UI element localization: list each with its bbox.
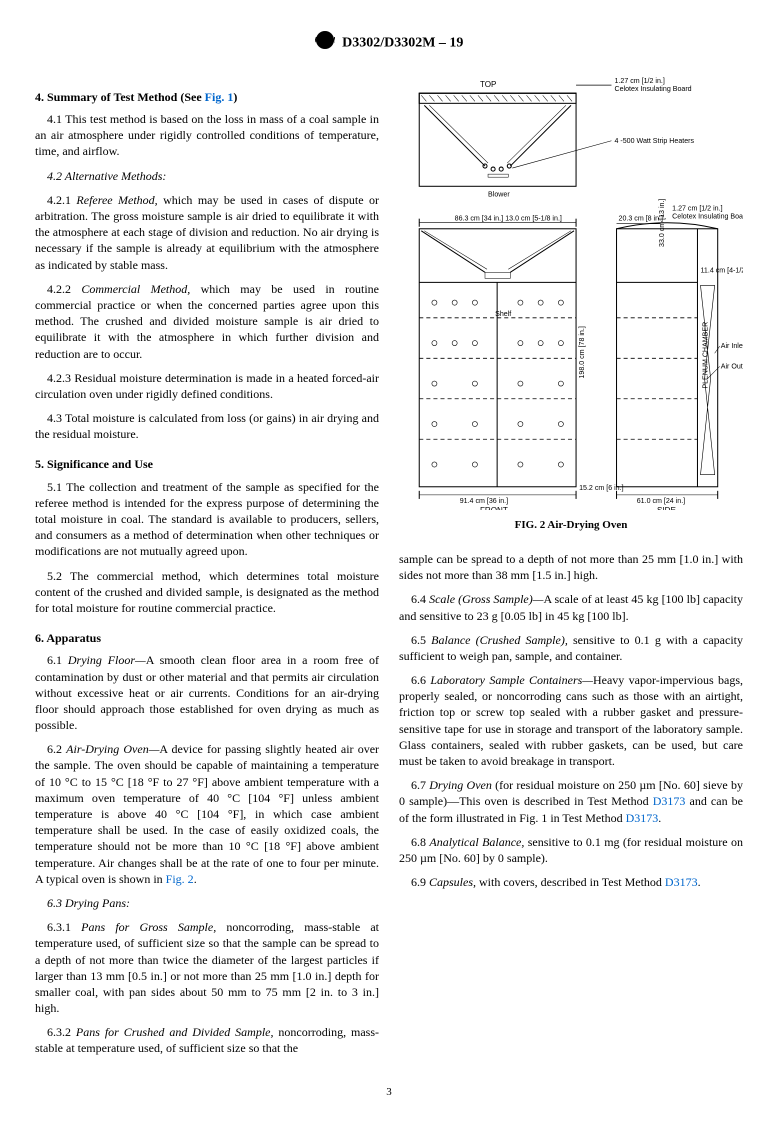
p631: 6.3.1 Pans for Gross Sample, noncorrodin… <box>35 919 379 1016</box>
p52: 5.2 The commercial method, which determi… <box>35 568 379 617</box>
p64: 6.4 Scale (Gross Sample)—A scale of at l… <box>399 591 743 623</box>
fig2-link[interactable]: Fig. 2 <box>166 872 194 886</box>
p51: 5.1 The collection and treatment of the … <box>35 479 379 560</box>
svg-text:FRONT: FRONT <box>480 506 508 510</box>
sec5-title: 5. Significance and Use <box>35 456 379 472</box>
svg-text:SIDE: SIDE <box>657 506 676 510</box>
p69: 6.9 Capsules, with covers, described in … <box>399 874 743 890</box>
svg-text:TOP: TOP <box>480 80 496 89</box>
fig2-caption: FIG. 2 Air-Drying Oven <box>399 518 743 533</box>
d3173-link-2[interactable]: D3173 <box>626 811 659 825</box>
p66: 6.6 Laboratory Sample Containers—Heavy v… <box>399 672 743 769</box>
p421: 4.2.1 Referee Method, which may be used … <box>35 192 379 273</box>
p632a: 6.3.2 Pans for Crushed and Divided Sampl… <box>35 1024 379 1056</box>
page-number: 3 <box>35 1085 743 1100</box>
left-column: 4. Summary of Test Method (See Fig. 1) 4… <box>35 75 379 1065</box>
p67: 6.7 Drying Oven (for residual moisture o… <box>399 777 743 826</box>
p422: 4.2.2 Commercial Method, which may be us… <box>35 281 379 362</box>
p65: 6.5 Balance (Crushed Sample), sensitive … <box>399 632 743 664</box>
svg-text:13.0 cm [5-1/8 in.]: 13.0 cm [5-1/8 in.] <box>505 215 562 223</box>
designation: D3302/D3302M – 19 <box>342 36 463 51</box>
svg-text:ASTM: ASTM <box>315 36 335 45</box>
svg-text:86.3 cm [34 in.]: 86.3 cm [34 in.] <box>455 215 503 223</box>
astm-logo: ASTM <box>315 30 335 57</box>
p42head: 4.2 Alternative Methods: <box>35 168 379 184</box>
figure-2: TOP 1.27 cm [1/2 in.] Celotex Insulating… <box>399 75 743 533</box>
sec6-title: 6. Apparatus <box>35 630 379 646</box>
svg-text:Celotex Insulating Board Attac: Celotex Insulating Board Attached <box>672 213 743 221</box>
p632b: sample can be spread to a depth of not m… <box>399 551 743 583</box>
svg-text:4 -500 Watt Strip Heaters: 4 -500 Watt Strip Heaters <box>615 137 695 145</box>
svg-text:Air Inlet Holes: Air Inlet Holes <box>721 342 743 350</box>
fig1-link[interactable]: Fig. 1 <box>205 90 234 104</box>
svg-text:61.0 cm [24 in.]: 61.0 cm [24 in.] <box>637 497 685 505</box>
svg-text:11.4 cm [4-1/2 in.]: 11.4 cm [4-1/2 in.] <box>701 266 743 274</box>
sec4-title: 4. Summary of Test Method (See Fig. 1) <box>35 89 379 105</box>
p62: 6.2 Air-Drying Oven—A device for passing… <box>35 741 379 887</box>
p63head: 6.3 Drying Pans: <box>35 895 379 911</box>
svg-text:20.3 cm [8 in.]: 20.3 cm [8 in.] <box>619 215 663 223</box>
oven-diagram: TOP 1.27 cm [1/2 in.] Celotex Insulating… <box>399 75 743 510</box>
p41: 4.1 This test method is based on the los… <box>35 111 379 160</box>
svg-text:Shelf: Shelf <box>495 310 511 318</box>
svg-text:Celotex Insulating Board: Celotex Insulating Board <box>615 85 692 93</box>
d3173-link-1[interactable]: D3173 <box>653 794 686 808</box>
svg-text:Blower: Blower <box>488 190 510 198</box>
svg-text:33.0 cm [13 in.]: 33.0 cm [13 in.] <box>658 198 666 246</box>
p68: 6.8 Analytical Balance, sensitive to 0.1… <box>399 834 743 866</box>
d3173-link-3[interactable]: D3173 <box>665 875 698 889</box>
right-column: TOP 1.27 cm [1/2 in.] Celotex Insulating… <box>399 75 743 1065</box>
p43: 4.3 Total moisture is calculated from lo… <box>35 410 379 442</box>
svg-text:91.4 cm [36 in.]: 91.4 cm [36 in.] <box>460 497 508 505</box>
svg-text:1.27 cm [1/2 in.]: 1.27 cm [1/2 in.] <box>615 77 665 85</box>
p423: 4.2.3 Residual moisture determination is… <box>35 370 379 402</box>
svg-text:Air Outlet Holes: Air Outlet Holes <box>721 362 743 370</box>
page-header: ASTM D3302/D3302M – 19 <box>35 30 743 57</box>
svg-text:198.0 cm [78 in.]: 198.0 cm [78 in.] <box>578 326 586 378</box>
svg-text:1.27 cm [1/2 in.]: 1.27 cm [1/2 in.] <box>672 204 722 212</box>
p61: 6.1 Drying Floor—A smooth clean floor ar… <box>35 652 379 733</box>
